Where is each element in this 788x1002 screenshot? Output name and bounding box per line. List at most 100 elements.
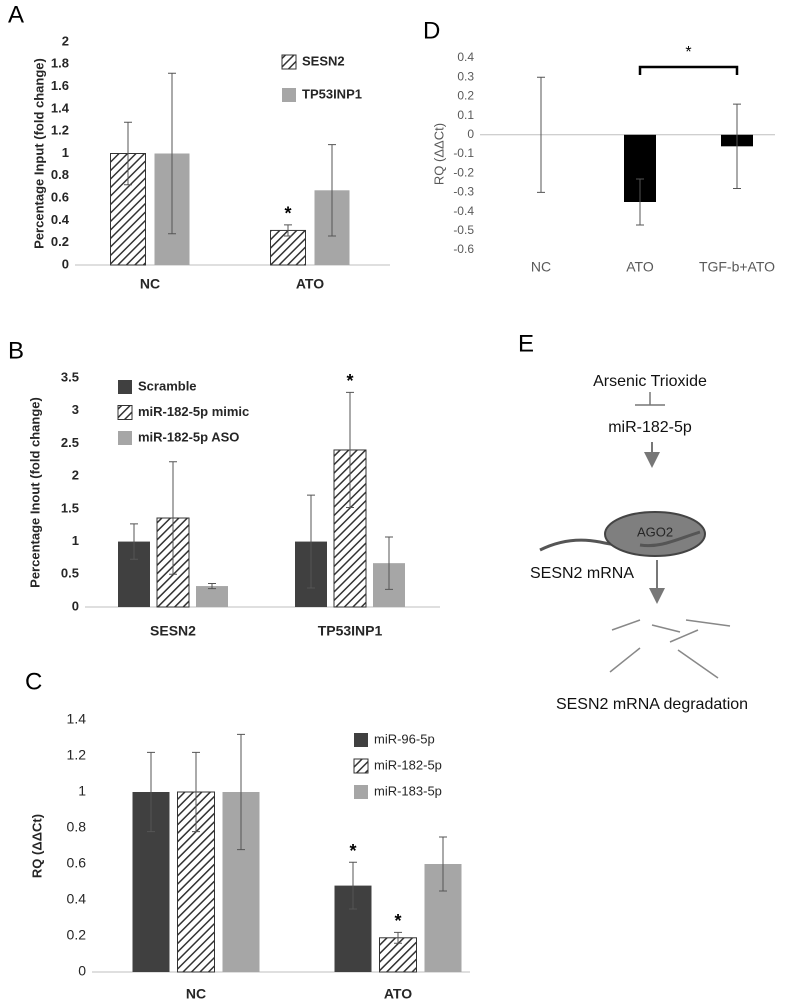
node-label: miR-182-5p [608, 419, 692, 436]
legend-label: TP53INP1 [302, 86, 362, 101]
y-tick-label: 1.4 [51, 100, 70, 115]
y-tick-label: 2 [72, 468, 79, 483]
error-bar [537, 76, 545, 193]
y-tick-label: 3 [72, 402, 79, 417]
panel-letter: C [25, 668, 42, 695]
node-label: Arsenic Trioxide [593, 373, 707, 390]
error-bar [346, 391, 354, 509]
panel-letter: E [518, 330, 534, 357]
node-label: SESN2 mRNA [530, 565, 634, 582]
legend-swatch [118, 380, 132, 394]
error-bar [636, 178, 644, 226]
y-tick-label: 0.6 [51, 190, 69, 205]
ago2 [604, 511, 706, 557]
y-axis-title: Percentage Input (fold change) [31, 58, 46, 249]
error-bar [130, 523, 138, 560]
x-tick-label: ATO [296, 276, 324, 292]
x-tick-label: NC [140, 276, 160, 292]
error-bar [307, 494, 315, 589]
y-tick-label: 0 [72, 598, 79, 613]
y-tick-label: 0.1 [457, 108, 474, 122]
y-axis-title: RQ (ΔΔCt) [431, 123, 446, 185]
significance-star: * [284, 204, 291, 224]
y-tick-label: 0.6 [67, 855, 87, 871]
error-bar [192, 751, 200, 833]
y-tick-label: 0.4 [51, 212, 70, 227]
y-tick-label: 0.8 [67, 819, 87, 835]
x-tick-label: TGF-b+ATO [699, 259, 775, 275]
diagram-e: E Arsenic Trioxide miR-182-5p AGO2 SESN2… [518, 330, 748, 713]
y-tick-label: 1.8 [51, 56, 69, 71]
y-tick-label: 1.2 [67, 747, 87, 763]
legend-swatch [281, 54, 297, 70]
error-bar [733, 103, 741, 190]
legend-label: Scramble [138, 378, 197, 393]
y-tick-label: -0.5 [453, 223, 474, 237]
y-tick-label: 0.3 [457, 69, 474, 83]
x-tick-label: SESN2 [150, 623, 196, 639]
error-bar [394, 931, 402, 944]
legend-label: SESN2 [302, 53, 345, 68]
y-tick-label: -0.1 [453, 146, 474, 160]
y-axis-title: Percentage Inout (fold change) [27, 397, 42, 588]
error-bar [328, 144, 336, 237]
y-tick-label: 0.2 [51, 234, 69, 249]
fragments [609, 619, 731, 679]
y-tick-label: 0 [62, 256, 69, 271]
node-label: SESN2 mRNA degradation [556, 696, 748, 713]
y-tick-label: 1 [72, 533, 79, 548]
error-bar [147, 751, 155, 833]
panel-letter: B [8, 337, 24, 364]
legend-label: miR-182-5p [374, 757, 442, 772]
error-bar [237, 733, 245, 851]
legend-swatch [354, 785, 368, 799]
mrna-strand [639, 530, 701, 548]
significance-star: * [685, 44, 691, 61]
legend-label: miR-182-5p ASO [138, 429, 239, 444]
y-tick-label: 0.4 [457, 50, 474, 64]
x-tick-label: NC [186, 986, 206, 1002]
y-tick-label: 0.8 [51, 167, 69, 182]
y-tick-label: 0 [467, 127, 474, 141]
y-tick-label: 2 [62, 33, 69, 48]
y-tick-label: 1 [62, 145, 69, 160]
y-tick-label: -0.4 [453, 204, 474, 218]
x-tick-label: NC [531, 259, 551, 275]
legend-swatch [354, 733, 368, 747]
bar [196, 586, 228, 607]
y-tick-label: 0 [78, 963, 86, 979]
legend-label: miR-182-5p mimic [138, 404, 249, 419]
legend-swatch [118, 431, 132, 445]
y-tick-label: 0.5 [61, 566, 79, 581]
panel-letter: A [8, 1, 24, 28]
error-bar [439, 836, 447, 892]
error-bar [169, 461, 177, 575]
error-bar [284, 224, 292, 237]
y-tick-label: 1.4 [67, 711, 87, 727]
y-tick-label: 1 [78, 783, 86, 799]
x-tick-label: ATO [384, 986, 412, 1002]
legend-swatch [282, 88, 296, 102]
x-tick-label: TP53INP1 [318, 623, 383, 639]
y-tick-label: 1.6 [51, 78, 69, 93]
legend-label: miR-183-5p [374, 783, 442, 798]
y-tick-label: 3.5 [61, 369, 79, 384]
legend-label: miR-96-5p [374, 731, 435, 746]
error-bar [168, 72, 176, 235]
y-tick-label: -0.6 [453, 242, 474, 256]
panel-letter: D [423, 17, 440, 44]
legend-swatch [353, 758, 369, 774]
y-tick-label: 1.5 [61, 500, 79, 515]
error-bar [124, 121, 132, 186]
significance-star: * [349, 841, 356, 861]
y-tick-label: 0.4 [67, 891, 87, 907]
node-label: AGO2 [637, 524, 673, 539]
y-tick-label: -0.3 [453, 185, 474, 199]
y-tick-label: 0.2 [67, 927, 87, 943]
y-tick-label: 1.2 [51, 123, 69, 138]
bar [270, 229, 306, 266]
error-bar [349, 861, 357, 910]
significance-bracket [638, 65, 739, 75]
